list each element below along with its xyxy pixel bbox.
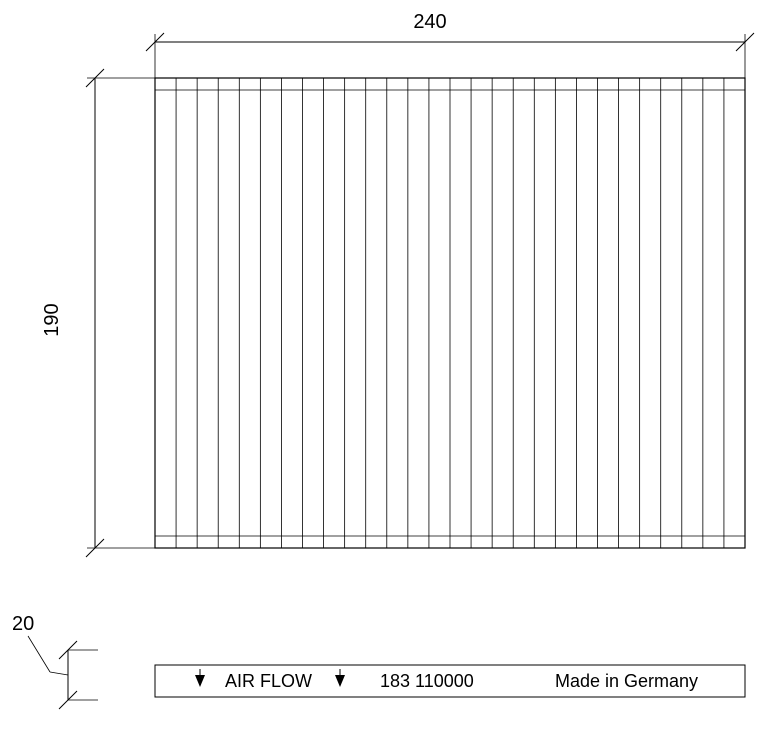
dimension-width-value: 240 — [413, 11, 446, 33]
info-box: AIR FLOW 183 110000 Made in Germany — [155, 665, 745, 697]
dimension-depth-value: 20 — [12, 613, 34, 635]
dimension-depth: 20 — [12, 613, 98, 709]
dimension-height: 190 — [41, 69, 155, 557]
dimension-width: 240 — [146, 11, 754, 78]
part-number: 183 110000 — [380, 671, 474, 691]
airflow-label: AIR FLOW — [225, 671, 312, 691]
filter-drawing — [155, 78, 745, 548]
origin-label: Made in Germany — [555, 671, 698, 691]
dimension-height-value: 190 — [41, 303, 63, 336]
